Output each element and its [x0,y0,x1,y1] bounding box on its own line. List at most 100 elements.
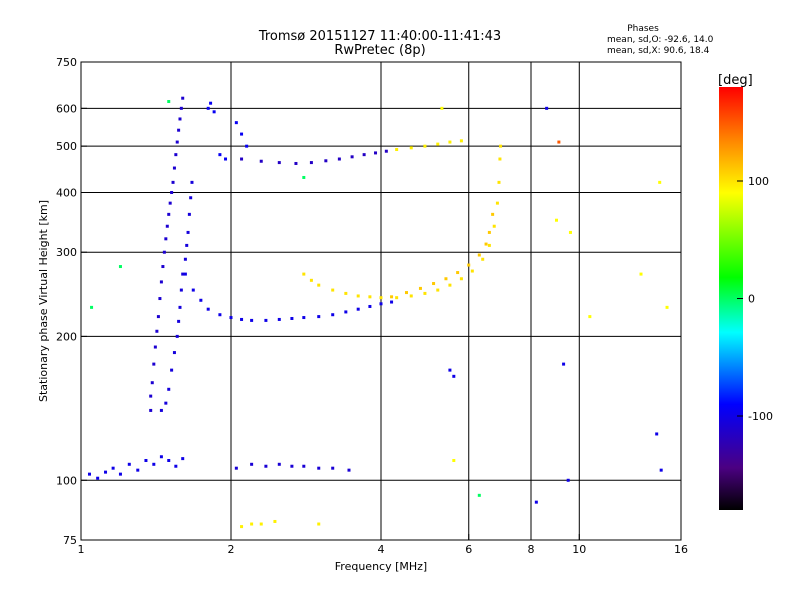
echo-point [324,159,328,163]
echo-point [368,295,372,299]
echo-point [459,139,463,143]
echo-point [404,291,408,295]
echo-point [659,468,663,472]
echo-point [175,334,179,338]
echo-point [104,470,108,474]
echo-point [172,166,176,170]
echo-point [456,271,460,275]
echo-point [183,272,187,276]
echo-point [153,345,157,349]
echo-point [362,153,366,157]
y-tick-label: 300 [56,246,77,259]
echo-point [302,175,306,179]
echo-point [162,250,166,254]
y-tick-label: 200 [56,330,77,343]
echo-point [150,381,154,385]
echo-point [144,458,148,462]
echo-point [250,522,254,526]
echo-point [277,462,281,466]
colorbar-label: [deg] [718,73,753,88]
echo-point [170,190,174,194]
echo-point [152,362,156,366]
stats-line-o: mean, sd,O: -92.6, 14.0 [607,35,714,45]
echo-point [390,300,394,304]
chart-title: Tromsø 20151127 11:40:00-11:41:43 [258,29,501,44]
echo-point [452,458,456,462]
echo-point [264,464,268,468]
stats-line-x: mean, sd,X: 90.6, 18.4 [607,46,710,56]
echo-point [347,468,351,472]
echo-point [245,144,249,148]
echo-point [423,291,427,295]
echo-point [152,462,156,466]
echo-point [477,493,481,497]
echo-point [264,318,268,322]
echo-point [149,394,153,398]
echo-point [477,253,481,257]
echo-point [444,277,448,281]
echo-point [436,142,440,146]
echo-point [178,117,182,121]
echo-point [181,457,185,461]
echo-point [545,106,549,110]
x-tick-label: 2 [228,543,235,556]
echo-point [167,458,171,462]
echo-point [155,329,159,333]
echo-point [374,151,378,155]
echo-point [356,307,360,311]
chart-subtitle: RwPretec (8p) [334,43,425,58]
x-tick-label: 10 [572,543,586,556]
echo-point [179,288,183,292]
echo-point [118,472,122,476]
echo-point [448,140,452,144]
echo-point [395,148,399,152]
echo-point [259,159,263,163]
y-axis-label: Stationary phase Virtual Height [km] [37,200,50,402]
echo-point [181,272,185,276]
x-tick-label: 1 [78,543,85,556]
echo-point [395,296,399,300]
echo-point [181,96,185,100]
echo-point [568,230,572,234]
echo-point [234,466,238,470]
axis-ticks: 1 2 4 6 8 10 16 75 100 200 300 400 500 600 750 [56,56,688,556]
echo-point [317,315,321,319]
echo-point [240,525,244,529]
echo-point [470,269,474,273]
x-axis-label: Frequency [MHz] [335,560,427,573]
echo-point [588,315,592,319]
echo-point [177,319,181,323]
echo-point [344,291,348,295]
echo-point [206,307,210,311]
echo-point [350,155,354,159]
echo-point [209,101,213,105]
echo-point [459,277,463,281]
echo-points [87,96,669,529]
x-tick-label: 6 [465,543,472,556]
echo-point [167,100,171,104]
echo-point [174,153,178,157]
y-tick-label: 600 [56,102,77,115]
echo-point [436,288,440,292]
echo-point [277,161,281,165]
echo-point [185,243,189,247]
echo-point [87,472,91,476]
echo-point [294,161,298,165]
echo-point [655,432,659,436]
echo-point [127,462,131,466]
echo-point [240,317,244,321]
echo-point [448,368,452,372]
echo-point [484,242,488,246]
echo-point [497,180,501,184]
colorbar-ticks: 100 0 -100 [737,175,773,423]
echo-point [172,351,176,355]
echo-point [174,464,178,468]
echo-point [175,140,179,144]
echo-point [240,157,244,161]
echo-point [96,476,100,480]
grid-lines [81,62,681,540]
echo-point [534,500,538,504]
y-tick-label: 75 [63,534,77,547]
echo-point [384,149,388,153]
